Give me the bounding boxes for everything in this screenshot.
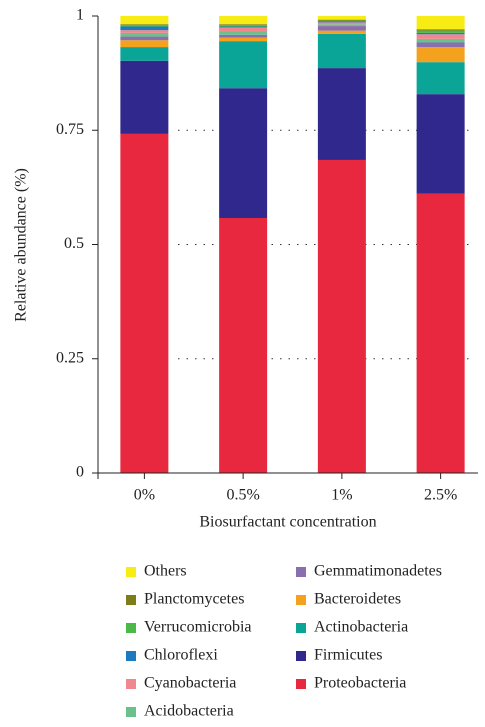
bar-segment	[120, 26, 169, 31]
bar-segment	[120, 16, 169, 25]
bar-segment	[317, 21, 366, 23]
bar-segment	[219, 217, 268, 473]
bar-segment	[219, 88, 268, 218]
legend-swatch	[126, 595, 136, 605]
y-tick-label: 0.5	[64, 235, 84, 252]
bar-segment	[120, 32, 169, 37]
bar-segment	[416, 34, 465, 39]
bar-segment	[219, 24, 268, 26]
legend-swatch	[126, 707, 136, 717]
bar-segment	[416, 38, 465, 43]
legend-label: Verrucomicrobia	[144, 619, 252, 636]
legend-swatch	[126, 623, 136, 633]
bar-segment	[120, 36, 169, 41]
x-tick-label: 1%	[331, 487, 352, 504]
y-tick-label: 0.75	[56, 121, 84, 138]
legend-label: Acidobacteria	[144, 703, 234, 720]
bar-segment	[416, 42, 465, 48]
legend-label: Chloroflexi	[144, 647, 218, 664]
bar-segment	[416, 16, 465, 30]
bar-segment	[317, 33, 366, 69]
y-tick-label: 0.25	[56, 349, 84, 366]
bar-segment	[416, 62, 465, 95]
bar-segment	[317, 159, 366, 473]
bar-segment	[219, 27, 268, 32]
x-tick-label: 2.5%	[424, 487, 457, 504]
x-axis-label: Biosurfactant concentration	[199, 514, 376, 531]
legend-swatch	[126, 679, 136, 689]
bar-segment	[120, 24, 169, 26]
legend-label: Proteobacteria	[314, 675, 406, 692]
bar-segment	[120, 30, 169, 33]
bar-segment	[219, 31, 268, 35]
legend-swatch	[296, 595, 306, 605]
bar-segment	[120, 133, 169, 473]
bar-segment	[416, 29, 465, 31]
bar-segment	[317, 22, 366, 25]
bar-segment	[317, 20, 366, 22]
legend-label: Others	[144, 563, 187, 580]
bar-segment	[317, 26, 366, 31]
bar-segment	[219, 37, 268, 42]
bar-segment	[219, 16, 268, 25]
bar-segment	[416, 193, 465, 473]
legend-swatch	[296, 679, 306, 689]
bar-segment	[219, 34, 268, 38]
legend-swatch	[296, 623, 306, 633]
bar-segment	[416, 30, 465, 33]
legend-label: Planctomycetes	[144, 591, 244, 608]
legend-label: Cyanobacteria	[144, 675, 236, 692]
bar-segment	[120, 25, 169, 27]
bar-segment	[416, 32, 465, 35]
bar-segment	[120, 60, 169, 134]
bar-segment	[416, 94, 465, 194]
legend-label: Gemmatimonadetes	[314, 563, 442, 580]
x-tick-label: 0%	[134, 487, 155, 504]
bar-segment	[219, 41, 268, 89]
bar-segment	[120, 40, 169, 48]
legend-label: Bacteroidetes	[314, 591, 401, 608]
legend-swatch	[296, 567, 306, 577]
y-tick-label: 0	[76, 464, 84, 481]
bar-segment	[120, 47, 169, 61]
bar-segment	[317, 30, 366, 34]
legend-swatch	[126, 651, 136, 661]
legend-label: Actinobacteria	[314, 619, 408, 636]
x-tick-label: 0.5%	[226, 487, 259, 504]
bar-segment	[317, 19, 366, 21]
y-tick-label: 1	[76, 7, 84, 24]
legend-label: Firmicutes	[314, 647, 382, 664]
bar-segment	[317, 68, 366, 160]
bar-segment	[317, 24, 366, 27]
legend-swatch	[296, 651, 306, 661]
legend-swatch	[126, 567, 136, 577]
y-axis-label: Relative abundance (%)	[13, 168, 30, 322]
bar-segment	[219, 25, 268, 27]
bar-segment	[219, 26, 268, 28]
bar-segment	[416, 47, 465, 63]
bar-segment	[317, 16, 366, 20]
